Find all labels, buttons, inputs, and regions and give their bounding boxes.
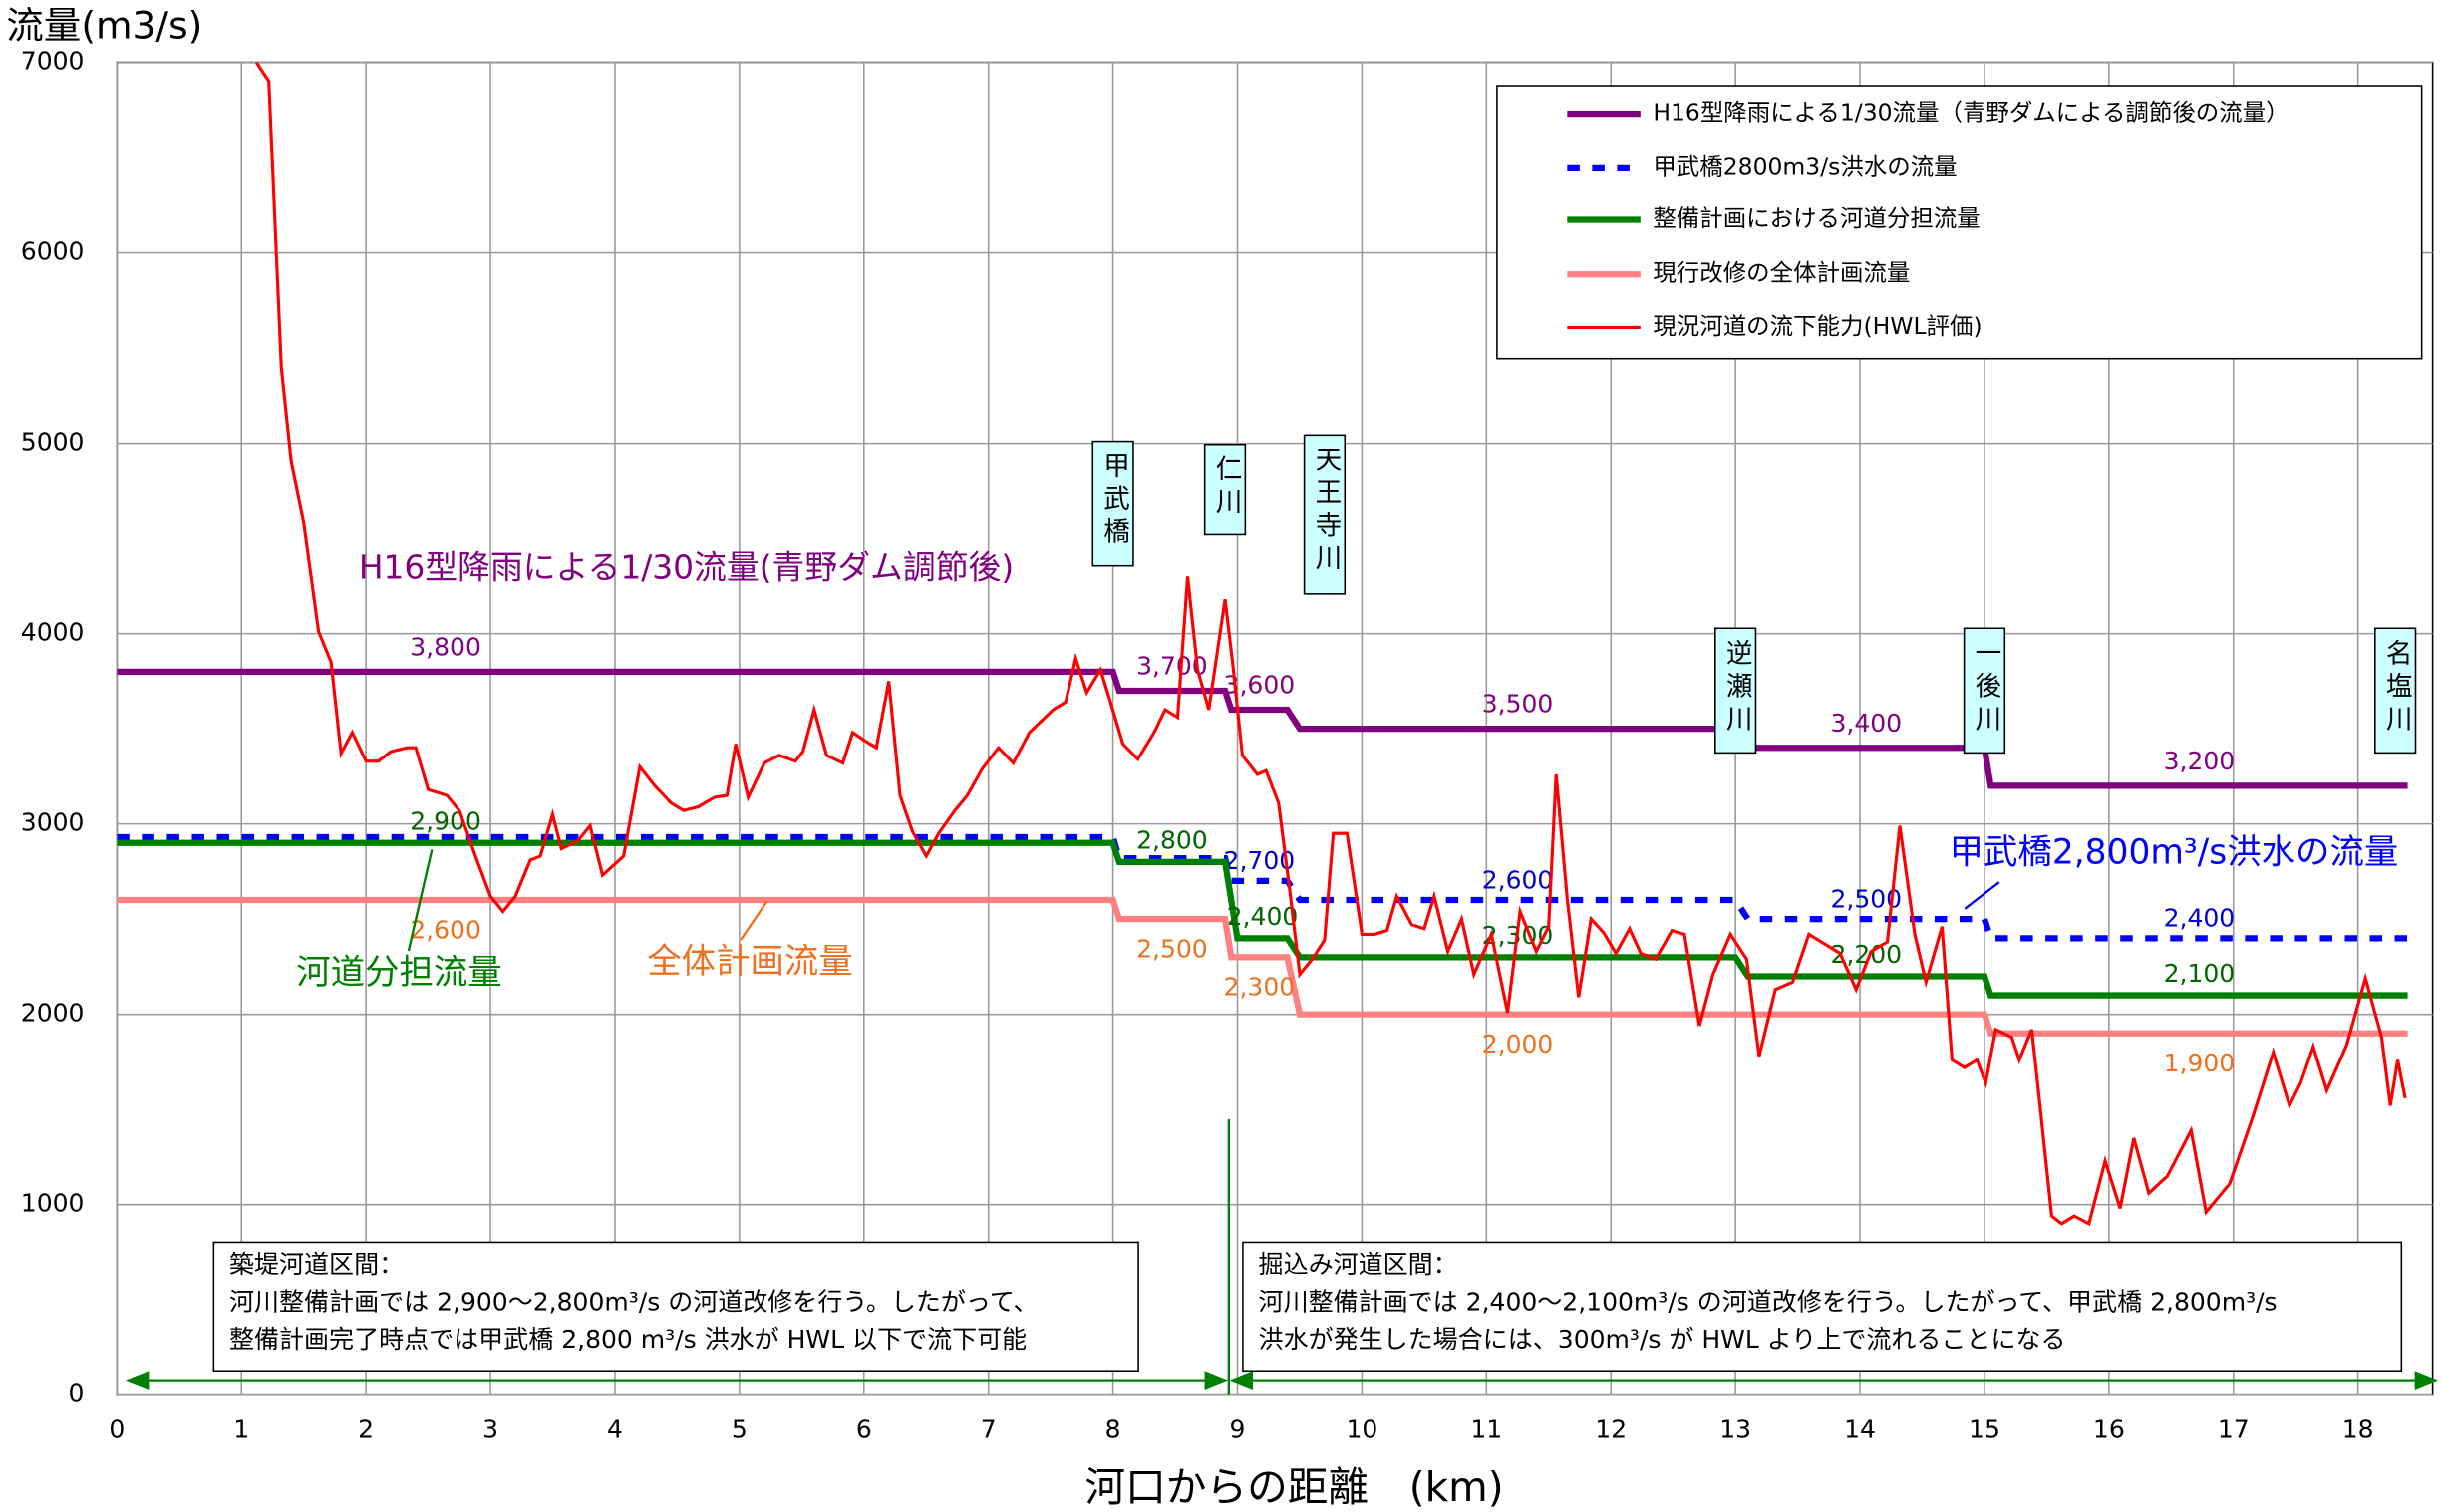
landmark-box — [1714, 627, 1757, 755]
series-line — [254, 62, 2407, 1227]
x-tick-label: 14 — [1844, 1415, 1876, 1444]
x-tick-label: 6 — [856, 1415, 872, 1444]
legend-label: 現況河道の流下能力(HWL評価) — [1653, 312, 1982, 340]
note-box — [1242, 1241, 2403, 1373]
value-label: 3,500 — [1482, 690, 1554, 719]
annotation: H16型降雨による1/30流量(青野ダム調節後) — [359, 548, 1014, 586]
value-label: 3,400 — [1830, 709, 1902, 738]
note-title: 掘込み河道区間： — [1259, 1250, 1458, 1279]
y-tick-label: 3000 — [21, 808, 85, 837]
x-tick-label: 12 — [1595, 1415, 1627, 1444]
y-tick-label: 6000 — [21, 237, 85, 266]
annotation: 河道分担流量 — [296, 953, 501, 993]
y-tick-label: 2000 — [21, 999, 85, 1028]
value-label: 2,600 — [1482, 865, 1554, 894]
legend-label: H16型降雨による1/30流量（青野ダムによる調節後の流量） — [1653, 99, 2289, 127]
note-line: 洪水が発生した場合には、300m³/s が HWL より上で流れることになる — [1259, 1325, 2066, 1354]
leader — [740, 900, 768, 941]
x-tick-label: 17 — [2218, 1415, 2250, 1444]
value-label: 2,300 — [1224, 973, 1296, 1002]
legend-box — [1496, 85, 2423, 360]
landmark-label: 甲武橋 — [1098, 453, 1129, 551]
y-tick-label: 1000 — [21, 1189, 85, 1218]
x-tick-label: 8 — [1105, 1415, 1121, 1444]
value-label: 2,900 — [410, 806, 481, 835]
note-line: 河川整備計画では 2,400～2,100m³/s の河道改修を行う。したがって、… — [1259, 1287, 2278, 1316]
x-tick-label: 13 — [1719, 1415, 1751, 1444]
value-label: 2,800 — [1136, 826, 1208, 855]
legend-label: 整備計画における河道分担流量 — [1653, 204, 1980, 232]
leader — [1964, 881, 2000, 910]
legend-label: 甲武橋2800m3/s洪水の流量 — [1653, 152, 1957, 180]
series-line — [117, 833, 2408, 942]
value-label: 3,200 — [2164, 747, 2236, 775]
annotation: 全体計画流量 — [647, 942, 852, 982]
x-tick-label: 11 — [1470, 1415, 1502, 1444]
note-line: 河川整備計画では 2,900～2,800m³/s の河道改修を行う。したがって、 — [229, 1287, 1039, 1316]
x-tick-label: 0 — [109, 1415, 125, 1444]
x-tick-label: 2 — [358, 1415, 374, 1444]
x-axis-title: 河口からの距離 (km) — [1084, 1463, 1503, 1511]
y-tick-label: 5000 — [21, 428, 85, 456]
landmark-label: 名塩川 — [2381, 639, 2412, 738]
value-label: 2,500 — [1136, 934, 1208, 963]
value-label: 2,600 — [410, 915, 481, 944]
x-tick-label: 10 — [1346, 1415, 1377, 1444]
landmark-label: 一後川 — [1970, 639, 2000, 738]
landmark-box — [2374, 627, 2417, 755]
landmark-label: 天王寺川 — [1310, 446, 1341, 576]
note-box — [212, 1241, 1139, 1373]
landmark-box — [1091, 440, 1134, 567]
series-line — [117, 896, 2408, 1037]
x-tick-label: 3 — [482, 1415, 498, 1444]
x-tick-label: 16 — [2093, 1415, 2125, 1444]
value-label: 2,700 — [1224, 846, 1296, 875]
annotation: 甲武橋2,800m³/s洪水の流量 — [1950, 833, 2399, 873]
value-label: 1,900 — [2164, 1049, 2236, 1077]
x-tick-label: 5 — [732, 1415, 748, 1444]
landmark-box — [1303, 434, 1347, 595]
note-line: 整備計画完了時点では甲武橋 2,800 m³/s 洪水が HWL 以下で流下可能 — [229, 1325, 1027, 1354]
landmark-label: 逆瀬川 — [1721, 639, 1752, 738]
series-line — [117, 839, 2408, 999]
x-tick-label: 7 — [981, 1415, 997, 1444]
landmark-label: 仁川 — [1211, 455, 1242, 521]
y-tick-label: 7000 — [21, 47, 85, 76]
x-tick-label: 1 — [233, 1415, 249, 1444]
legend-label: 現行改修の全体計画流量 — [1653, 259, 1910, 287]
value-label: 3,800 — [410, 632, 481, 661]
series-line — [117, 668, 2408, 789]
x-tick-label: 15 — [1969, 1415, 2000, 1444]
x-tick-label: 9 — [1230, 1415, 1246, 1444]
value-label: 2,400 — [1227, 902, 1299, 931]
note-title: 築堤河道区間： — [229, 1250, 404, 1279]
value-label: 2,400 — [2164, 903, 2236, 932]
value-label: 2,100 — [2164, 959, 2236, 988]
x-tick-label: 4 — [607, 1415, 623, 1444]
value-label: 2,000 — [1482, 1030, 1554, 1058]
y-tick-label: 0 — [69, 1379, 85, 1408]
y-axis-title: 流量(m3/s) — [6, 4, 202, 48]
landmark-box — [1963, 627, 2006, 755]
landmark-box — [1203, 443, 1247, 536]
leader — [407, 849, 434, 952]
x-tick-label: 18 — [2342, 1415, 2374, 1444]
y-tick-label: 4000 — [21, 618, 85, 647]
